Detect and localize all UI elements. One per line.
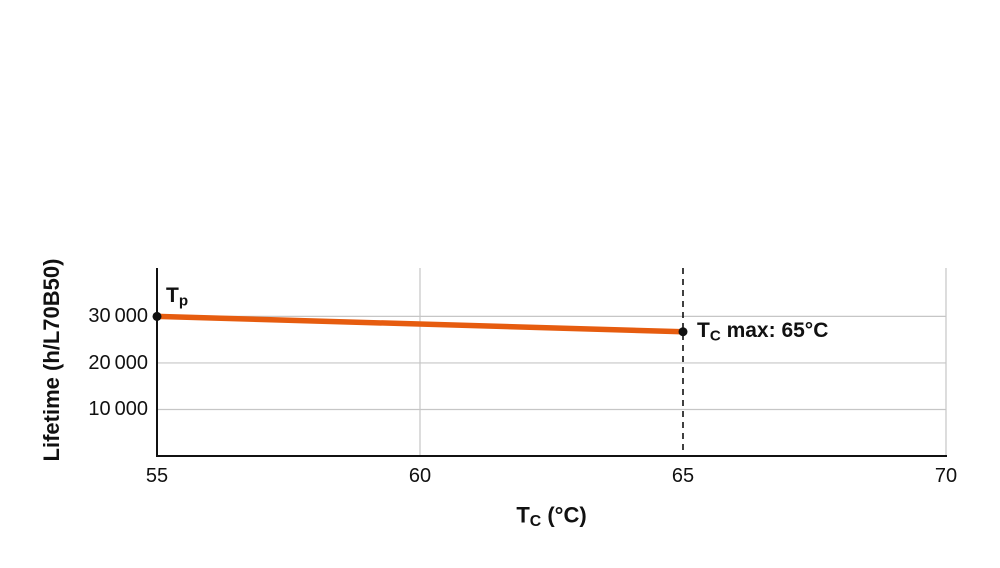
x-tick-label-65: 65 — [671, 465, 695, 487]
annotation-tc-max-main: T — [697, 318, 710, 342]
x-axis-label-rest: (°C) — [541, 502, 587, 528]
annotation-tc-max: TC max: 65°C — [697, 319, 828, 345]
x-axis-label-main: T — [516, 502, 530, 528]
lifetime-line — [156, 313, 684, 335]
annotation-tc-max-subscript: C — [709, 327, 721, 345]
y-tick-label-20000: 20 000 — [88, 351, 148, 374]
annotation-tp-main: T — [166, 284, 179, 308]
x-tick-label-60: 60 — [408, 465, 432, 487]
y-axis-label: Lifetime (h/L70B50) — [38, 258, 64, 462]
x-tick-label-55: 55 — [145, 465, 169, 487]
data-point-marker — [678, 327, 688, 337]
annotation-tp: Tp — [166, 284, 188, 310]
x-axis-label: TC (°C) — [516, 502, 587, 531]
y-tick-label-10000: 10 000 — [88, 398, 148, 421]
x-axis-label-subscript: C — [529, 513, 542, 531]
data-point-marker — [152, 311, 162, 321]
x-tick-label-70: 70 — [934, 465, 958, 487]
annotation-tc-max-rest: max: 65°C — [720, 318, 829, 342]
y-tick-label-30000: 30 000 — [88, 305, 148, 328]
annotation-tp-subscript: p — [178, 292, 189, 310]
